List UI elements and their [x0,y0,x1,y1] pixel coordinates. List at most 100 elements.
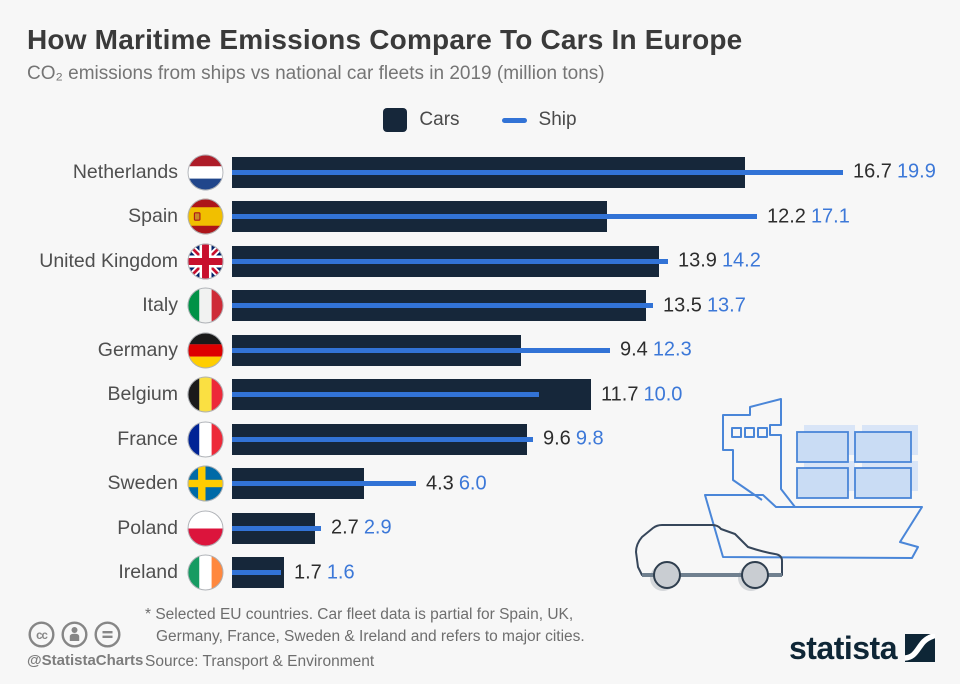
chart-row: Italy 13.5 13.7 [0,284,960,329]
pl-flag-icon [187,510,224,547]
country-label: Poland [117,516,178,539]
bar-area: 16.7 19.9 [232,156,960,188]
bar-area: 1.7 1.6 [232,557,960,589]
country-label: Italy [142,294,178,317]
value-labels: 16.7 19.9 [853,161,936,184]
container-ship-illustration [635,398,923,591]
chart-row: Belgium 11.7 10.0 [0,373,960,418]
car-wheels [653,561,769,589]
value-labels: 13.5 13.7 [663,294,746,317]
ship-value: 14.2 [721,249,761,272]
cars-value: 13.9 [678,249,717,272]
value-labels: 11.7 10.0 [601,383,682,406]
ship-value: 17.1 [810,205,850,228]
fr-flag-icon [187,421,224,458]
cars-value: 9.6 [543,427,571,450]
equals-icon [94,621,121,648]
legend-item-cars: Cars [383,108,460,132]
cars-swatch-icon [383,108,408,132]
page-subtitle: CO₂ emissions from ships vs national car… [27,63,605,84]
country-label: Netherlands [72,160,178,183]
ship-line [232,169,843,175]
ship-line [232,258,668,264]
credit-handle: @StatistaCharts [27,652,144,669]
country-label: Germany [97,338,178,361]
country-label: Ireland [118,561,178,584]
value-labels: 1.7 1.6 [294,561,355,584]
ship-value: 6.0 [458,472,487,495]
ship-value: 19.9 [896,160,936,183]
value-labels: 9.6 9.8 [543,428,604,451]
ship-value: 9.8 [575,427,604,450]
ship-line [232,570,281,576]
statista-branding: statista [789,632,935,664]
cars-value: 12.2 [767,205,806,228]
es-flag-icon [187,198,224,235]
cars-value: 11.7 [601,383,639,406]
chart-row: Poland 2.7 2.9 [0,506,960,551]
chart-row: Ireland 1.7 1.6 [0,551,960,596]
de-flag-icon [187,332,224,369]
bar-area: 4.3 6.0 [232,468,960,500]
cars-value: 2.7 [331,516,359,539]
gb-flag-icon [187,243,224,280]
it-flag-icon [187,287,224,324]
bar-area: 13.9 14.2 [232,245,960,277]
value-labels: 13.9 14.2 [678,250,761,273]
cars-value: 13.5 [663,294,702,317]
value-labels: 2.7 2.9 [331,517,392,540]
ship-line [232,303,653,309]
ship-wheelhouse [722,398,796,508]
value-labels: 4.3 6.0 [426,472,487,495]
ship-line [232,525,321,531]
cars-value: 1.7 [294,561,322,584]
legend-label-ship: Ship [538,109,577,130]
bar-area: 9.4 12.3 [232,334,960,366]
nl-flag-icon [187,154,224,191]
country-label: France [117,427,178,450]
ship-line [232,436,533,442]
bar-area: 2.7 2.9 [232,512,960,544]
statista-logo-mark [905,634,935,662]
value-labels: 12.2 17.1 [767,205,850,228]
bar-area: 12.2 17.1 [232,201,960,233]
cc-license-badges: cc [28,621,121,648]
legend-item-ship: Ship [501,109,577,131]
chart-rows: Netherlands 16.7 19.9 Spain 12.2 17.1 United K… [0,150,960,595]
ship-value: 10.0 [643,383,683,406]
country-label: Spain [128,205,178,228]
chart-legend: Cars Ship [0,108,960,132]
chart-row: United Kingdom 13.9 14.2 [0,239,960,284]
ship-line [232,481,416,487]
chart-row: Netherlands 16.7 19.9 [0,150,960,195]
ie-flag-icon [187,554,224,591]
value-labels: 9.4 12.3 [620,339,692,362]
ship-line [232,347,610,353]
ship-value: 12.3 [652,338,692,361]
bar-area: 13.5 13.7 [232,290,960,322]
car-body [635,524,783,576]
containers [796,431,912,499]
page-title: How Maritime Emissions Compare To Cars I… [27,24,743,55]
chart-row: Spain 12.2 17.1 [0,195,960,240]
country-label: Sweden [107,472,178,495]
chart-row: Germany 9.4 12.3 [0,328,960,373]
ship-value: 1.6 [326,561,355,584]
cc-icon: cc [28,621,55,648]
source-text: Source: Transport & Environment [145,653,375,670]
chart-row: Sweden 4.3 6.0 [0,462,960,507]
chart-row: France 9.6 9.8 [0,417,960,462]
ship-value: 2.9 [363,516,392,539]
ship-value: 13.7 [706,294,746,317]
country-label: United Kingdom [39,249,178,272]
bar-area: 9.6 9.8 [232,423,960,455]
statista-wordmark: statista [788,630,898,666]
be-flag-icon [187,376,224,413]
cars-value: 4.3 [426,472,454,495]
ship-hull [704,494,923,559]
cars-value: 9.4 [620,338,648,361]
ship-and-car-illustration [628,386,933,601]
se-flag-icon [187,465,224,502]
attribution-person-icon [61,621,88,648]
